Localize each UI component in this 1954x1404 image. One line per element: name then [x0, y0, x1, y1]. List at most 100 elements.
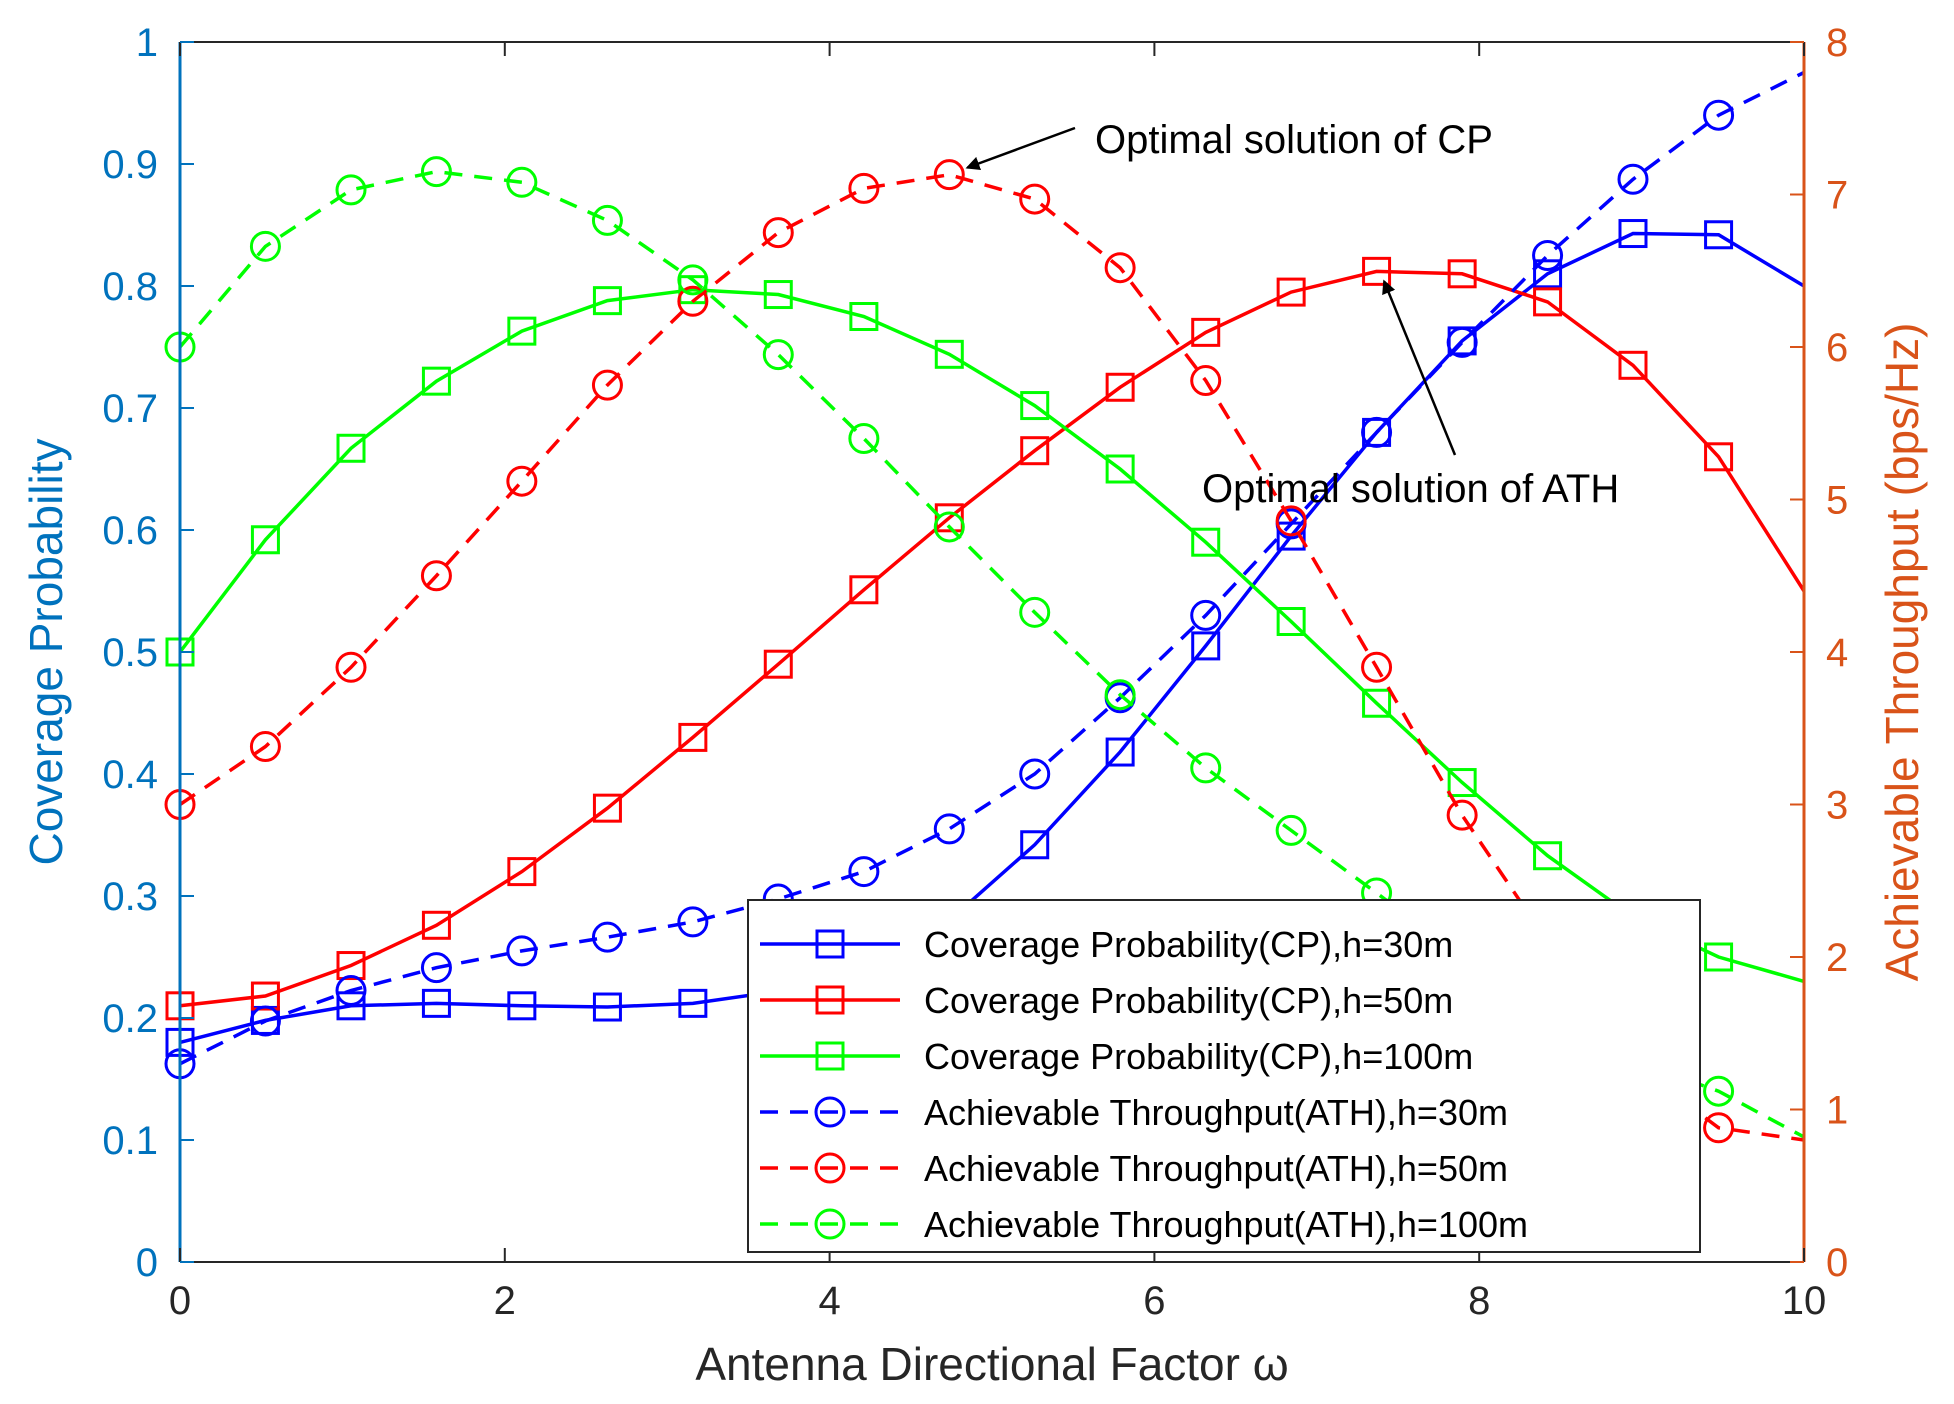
data-point	[1618, 350, 1648, 380]
data-point	[1104, 252, 1136, 284]
cp-optimum-arrow	[965, 126, 1076, 171]
axes-layer: 0 2 4 6 8 1000.10.20.30.40.50.60.70.80.910123…	[20, 21, 1928, 1390]
left-y-tick-label: 1	[136, 21, 158, 65]
left-y-axis-label: Coverage Probability	[20, 438, 72, 865]
data-point	[507, 316, 537, 346]
data-point	[420, 952, 452, 984]
legend-box	[747, 899, 1701, 1253]
data-point	[1703, 1075, 1735, 1107]
legend-label: Achievable Throughput(ATH),h=30m	[924, 1092, 1508, 1133]
data-point	[1446, 326, 1478, 358]
series-2	[165, 256, 1806, 1021]
data-point	[1019, 183, 1051, 215]
legend-item: Coverage Probability(CP),h=50m	[760, 980, 1453, 1021]
data-point	[1617, 163, 1649, 195]
data-point	[933, 511, 965, 543]
right-y-tick-label: 4	[1826, 631, 1848, 675]
data-point	[1105, 454, 1135, 484]
data-point	[591, 921, 623, 953]
data-point	[762, 217, 794, 249]
data-point	[592, 793, 622, 823]
data-point	[1276, 277, 1306, 307]
data-point	[848, 423, 880, 454]
legend-item: Coverage Probability(CP),h=30m	[760, 924, 1453, 965]
left-y-tick-label: 0.3	[102, 875, 158, 919]
x-tick-label: 2	[494, 1279, 516, 1323]
data-point	[335, 975, 367, 1007]
left-y-tick-label: 0.7	[102, 387, 158, 431]
data-point	[336, 433, 366, 463]
left-y-tick-label: 0.8	[102, 265, 158, 309]
data-point	[677, 906, 709, 938]
data-point	[1020, 830, 1050, 860]
right-y-tick-label: 6	[1826, 326, 1848, 370]
data-point	[1533, 259, 1563, 289]
data-point	[249, 731, 281, 763]
data-point	[678, 988, 708, 1018]
data-point	[1704, 220, 1734, 250]
left-y-tick-label: 0.9	[102, 143, 158, 187]
data-point	[1703, 1112, 1735, 1144]
data-point	[933, 813, 965, 845]
data-point	[1275, 814, 1307, 846]
data-point	[421, 988, 451, 1018]
data-point	[1361, 416, 1393, 448]
legend-swatch-marker	[814, 1208, 846, 1240]
data-point	[1533, 841, 1563, 871]
data-point	[934, 503, 964, 533]
right-y-tick-label: 8	[1826, 21, 1848, 65]
right-y-tick-label: 7	[1826, 174, 1848, 218]
legend: Coverage Probability(CP),h=30m Coverage P…	[747, 899, 1701, 1253]
left-y-tick-label: 0	[136, 1241, 158, 1285]
data-point	[507, 991, 537, 1021]
legend-swatch-marker	[814, 1096, 846, 1128]
right-y-tick-label: 3	[1826, 784, 1848, 828]
data-point	[1362, 256, 1392, 286]
legend-swatch-marker	[815, 1041, 845, 1071]
right-y-tick-label: 0	[1826, 1241, 1848, 1285]
right-y-tick-label: 2	[1826, 936, 1848, 980]
data-point	[1020, 436, 1050, 466]
x-tick-label: 0	[169, 1279, 191, 1323]
data-point	[506, 935, 538, 967]
data-point	[249, 230, 281, 262]
data-point	[1190, 599, 1222, 631]
left-y-tick-label: 0.1	[102, 1119, 158, 1163]
legend-item: Coverage Probability(CP),h=100m	[760, 1036, 1473, 1077]
left-y-tick-label: 0.5	[102, 631, 158, 675]
data-point	[677, 264, 709, 296]
data-point	[592, 286, 622, 316]
data-point	[1362, 688, 1392, 718]
data-point	[677, 285, 709, 317]
legend-label: Achievable Throughput(ATH),h=50m	[924, 1148, 1508, 1189]
right-y-tick-label: 1	[1826, 1089, 1848, 1133]
left-y-tick-label: 0.6	[102, 509, 158, 553]
data-point	[933, 159, 965, 191]
data-point	[1447, 259, 1477, 289]
legend-label: Coverage Probability(CP),h=30m	[924, 924, 1453, 965]
x-tick-label: 10	[1782, 1279, 1827, 1323]
annotation-layer: Optimal solution of CP Optimal solution o…	[965, 118, 1619, 511]
data-point	[849, 575, 879, 605]
data-point	[591, 369, 623, 401]
data-point	[421, 366, 451, 396]
data-point	[250, 525, 280, 555]
data-point	[934, 339, 964, 369]
left-y-tick-label: 0.4	[102, 753, 158, 797]
data-point	[1191, 527, 1221, 557]
x-tick-label: 4	[818, 1279, 840, 1323]
data-point	[507, 857, 537, 887]
data-point	[421, 910, 451, 940]
legend-swatch-marker	[815, 985, 845, 1015]
data-point	[1275, 505, 1307, 537]
data-point	[678, 722, 708, 752]
data-point	[420, 560, 452, 592]
data-point	[1447, 768, 1477, 798]
ath-optimum-arrow	[1382, 279, 1457, 456]
series-line	[179, 70, 1805, 1066]
data-point	[1446, 799, 1478, 831]
data-point	[335, 651, 367, 683]
legend-label: Coverage Probability(CP),h=50m	[924, 980, 1453, 1021]
data-point	[1190, 752, 1222, 784]
data-point	[591, 204, 623, 236]
